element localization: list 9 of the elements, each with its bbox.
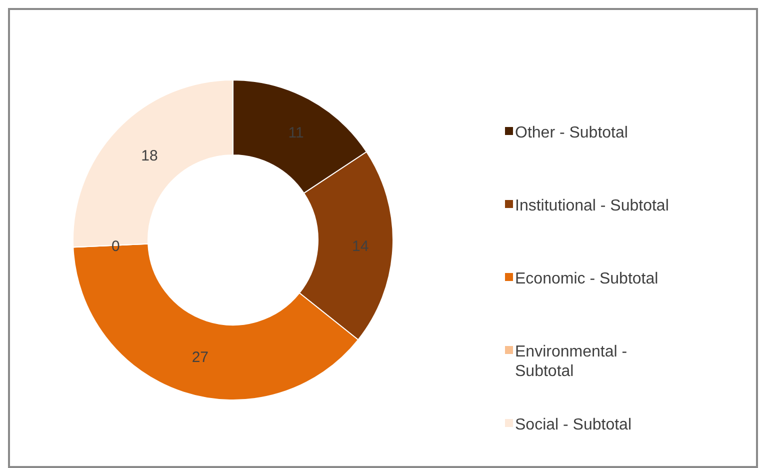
data-label: 14 [352, 238, 369, 255]
legend-label: Social - Subtotal [515, 416, 632, 434]
legend-label: Other - Subtotal [515, 124, 628, 142]
legend-label: Institutional - Subtotal [515, 198, 669, 215]
legend-label: Environmental - Subtotal [515, 344, 628, 380]
data-label: 11 [288, 124, 304, 142]
legend-label: Economic - Subtotal [515, 270, 658, 288]
data-label: 27 [192, 348, 208, 366]
data-label: 18 [141, 148, 158, 165]
